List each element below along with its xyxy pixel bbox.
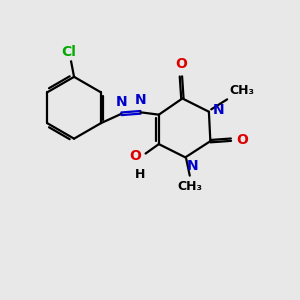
Text: N: N xyxy=(212,103,224,117)
Text: CH₃: CH₃ xyxy=(177,180,202,193)
Text: Cl: Cl xyxy=(61,45,76,59)
Text: N: N xyxy=(135,93,146,107)
Text: O: O xyxy=(236,133,248,147)
Text: N: N xyxy=(116,95,127,109)
Text: H: H xyxy=(134,168,145,181)
Text: O: O xyxy=(175,57,187,71)
Text: N: N xyxy=(187,159,198,173)
Text: CH₃: CH₃ xyxy=(230,84,254,97)
Text: O: O xyxy=(129,149,141,164)
